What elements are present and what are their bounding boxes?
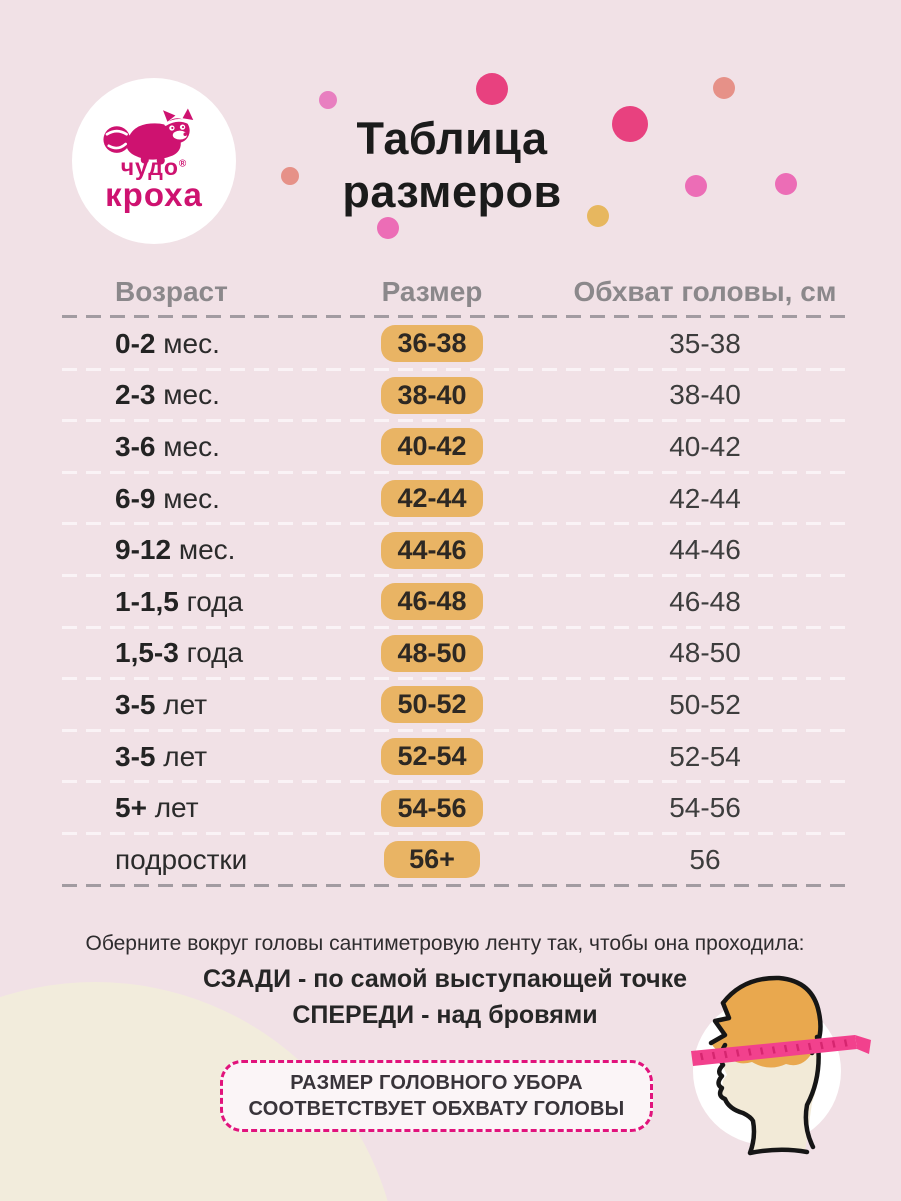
note-line1: РАЗМЕР ГОЛОВНОГО УБОРА bbox=[290, 1071, 583, 1094]
size-cell: 38-40 bbox=[302, 376, 562, 414]
head-circumference-cell: 38-40 bbox=[669, 379, 741, 411]
header-age: Возраст bbox=[115, 275, 228, 307]
registered-mark: ® bbox=[178, 158, 188, 170]
size-badge: 54-56 bbox=[381, 789, 483, 827]
decor-dot bbox=[377, 217, 399, 239]
title-line2: размеров bbox=[342, 166, 562, 218]
head-circumference-cell: 56 bbox=[689, 843, 721, 875]
note-box: РАЗМЕР ГОЛОВНОГО УБОРА СООТВЕТСТВУЕТ ОБХ… bbox=[220, 1060, 653, 1132]
size-cell: 36-38 bbox=[302, 325, 562, 363]
table-row: 9-12 мес. 44-46 44-46 bbox=[62, 524, 848, 577]
head-circumference-cell: 48-50 bbox=[669, 637, 741, 669]
size-badge: 42-44 bbox=[381, 480, 483, 518]
size-table: Возраст Размер Обхват головы, см 0-2 мес… bbox=[62, 268, 848, 887]
age-cell: 9-12 мес. bbox=[115, 534, 236, 566]
decor-dot bbox=[612, 106, 648, 142]
header-separator bbox=[62, 315, 848, 318]
table-row: 6-9 мес. 42-44 42-44 bbox=[62, 473, 848, 525]
size-table-body: 0-2 мес. 36-38 35-38 2-3 мес. 38-40 38-40 3-6 … bbox=[62, 318, 848, 887]
table-row: 3-5 лет 52-54 52-54 bbox=[62, 731, 848, 783]
size-badge: 46-48 bbox=[381, 583, 483, 621]
size-badge: 38-40 bbox=[381, 376, 483, 414]
size-cell: 52-54 bbox=[302, 738, 562, 776]
age-cell: 5+ лет bbox=[115, 792, 199, 824]
title-line1: Таблица bbox=[356, 113, 548, 164]
table-row: 0-2 мес. 36-38 35-38 bbox=[62, 318, 848, 371]
head-circumference-cell: 54-56 bbox=[669, 792, 741, 824]
size-cell: 40-42 bbox=[302, 428, 562, 466]
decor-dot bbox=[319, 91, 337, 109]
size-cell: 48-50 bbox=[302, 634, 562, 672]
table-row: 3-6 мес. 40-42 40-42 bbox=[62, 421, 848, 474]
size-badge: 40-42 bbox=[381, 428, 483, 466]
size-cell: 42-44 bbox=[302, 480, 562, 518]
decor-dot bbox=[476, 73, 508, 105]
size-cell: 56+ bbox=[302, 841, 562, 879]
table-row: 2-3 мес. 38-40 38-40 bbox=[62, 370, 848, 422]
age-cell: 1-1,5 года bbox=[115, 585, 244, 617]
age-cell: 1,5-3 года bbox=[115, 637, 244, 669]
header-size: Размер bbox=[381, 275, 483, 307]
table-row: подростки 56+ 56 bbox=[62, 834, 848, 887]
age-cell: 6-9 мес. bbox=[115, 482, 220, 514]
table-row: 1,5-3 года 48-50 48-50 bbox=[62, 628, 848, 680]
measuring-instructions: Оберните вокруг головы сантиметровую лен… bbox=[0, 932, 890, 1037]
age-cell: 3-6 мес. bbox=[115, 430, 220, 462]
decor-dot bbox=[713, 77, 735, 99]
instruction-intro: Оберните вокруг головы сантиметровую лен… bbox=[85, 932, 805, 955]
brand-name-line1: чудо® bbox=[120, 154, 188, 180]
head-circumference-cell: 44-46 bbox=[669, 534, 741, 566]
head-measurement-illustration bbox=[691, 975, 871, 1156]
head-circumference-cell: 35-38 bbox=[669, 327, 741, 359]
head-circumference-cell: 40-42 bbox=[669, 430, 741, 462]
size-badge: 44-46 bbox=[381, 531, 483, 569]
head-circumference-cell: 50-52 bbox=[669, 688, 741, 720]
size-badge: 36-38 bbox=[381, 325, 483, 363]
age-cell: 2-3 мес. bbox=[115, 379, 220, 411]
instruction-front: СПЕРЕДИ - над бровями bbox=[292, 1001, 598, 1029]
head-circumference-cell: 42-44 bbox=[669, 482, 741, 514]
size-badge: 48-50 bbox=[381, 634, 483, 672]
size-badge: 56+ bbox=[384, 841, 480, 879]
brand-name-line2: кроха bbox=[105, 176, 203, 213]
raccoon-icon bbox=[103, 108, 194, 165]
decor-dot bbox=[775, 173, 797, 195]
size-cell: 54-56 bbox=[302, 789, 562, 827]
brand-logo: чудо® кроха bbox=[72, 78, 236, 244]
decor-dot bbox=[587, 205, 609, 227]
head-circumference-cell: 52-54 bbox=[669, 740, 741, 772]
decor-dot bbox=[685, 175, 707, 197]
size-cell: 46-48 bbox=[302, 583, 562, 621]
decor-dot bbox=[281, 167, 299, 185]
table-row: 5+ лет 54-56 54-56 bbox=[62, 782, 848, 835]
size-badge: 52-54 bbox=[381, 738, 483, 776]
table-row: 3-5 лет 50-52 50-52 bbox=[62, 679, 848, 732]
instruction-back: СЗАДИ - по самой выступающей точке bbox=[202, 965, 688, 993]
age-cell: 3-5 лет bbox=[115, 740, 208, 772]
age-cell: 0-2 мес. bbox=[115, 327, 220, 359]
size-cell: 50-52 bbox=[302, 686, 562, 724]
age-cell: подростки bbox=[115, 843, 248, 875]
size-cell: 44-46 bbox=[302, 531, 562, 569]
note-line2: СООТВЕТСТВУЕТ ОБХВАТУ ГОЛОВЫ bbox=[248, 1097, 625, 1120]
age-cell: 3-5 лет bbox=[115, 688, 208, 720]
head-circumference-cell: 46-48 bbox=[669, 585, 741, 617]
size-badge: 50-52 bbox=[381, 686, 483, 724]
table-header-row: Возраст Размер Обхват головы, см bbox=[62, 268, 848, 315]
header-head-circumference: Обхват головы, см bbox=[573, 275, 837, 307]
table-row: 1-1,5 года 46-48 46-48 bbox=[62, 576, 848, 629]
page-title: Таблица размеров bbox=[252, 112, 652, 218]
